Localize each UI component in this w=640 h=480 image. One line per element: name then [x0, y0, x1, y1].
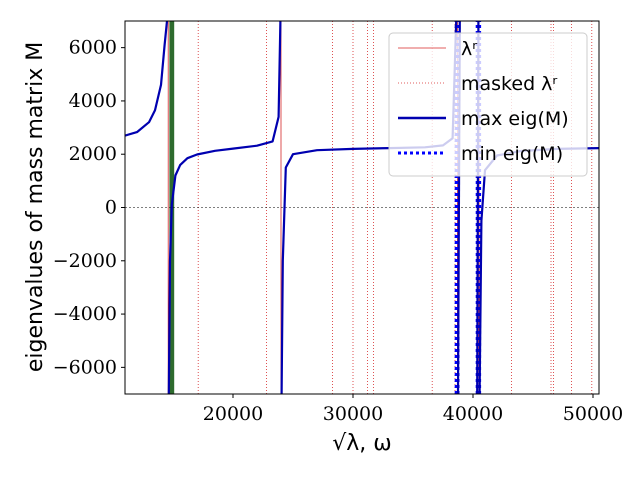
legend-label-1: masked λʳ — [461, 73, 557, 95]
y-axis-label: eigenvalues of mass matrix M — [23, 42, 48, 372]
legend-box — [388, 32, 588, 177]
x-axis-label: √λ, ω — [332, 431, 391, 456]
x-tick-label-3: 50000 — [563, 403, 623, 425]
y-tick-label-6: 6000 — [69, 37, 117, 59]
x-tick-label-1: 30000 — [323, 403, 383, 425]
max-eig-segment-0 — [125, 21, 169, 137]
y-tick-label-2: −2000 — [53, 250, 117, 272]
y-tick-label-3: 0 — [105, 197, 117, 219]
x-tick-label-0: 20000 — [203, 403, 263, 425]
y-tick-label-1: −4000 — [53, 303, 117, 325]
legend: λʳ masked λʳ max eig(M) min eig(M) — [388, 32, 588, 177]
legend-label-2: max eig(M) — [461, 108, 569, 130]
axis-ticks: 20000 30000 40000 50000 −6000 −4000 −2000 0 2000… — [53, 37, 624, 425]
max-eig-segment-1 — [167, 21, 282, 394]
y-tick-label-0: −6000 — [53, 356, 117, 378]
legend-label-0: λʳ — [461, 38, 477, 60]
x-tick-label-2: 40000 — [443, 403, 503, 425]
legend-label-3: min eig(M) — [461, 143, 563, 165]
y-tick-label-5: 4000 — [69, 90, 117, 112]
max-eig-segment-5 — [478, 147, 599, 394]
y-tick-label-4: 2000 — [69, 143, 117, 165]
